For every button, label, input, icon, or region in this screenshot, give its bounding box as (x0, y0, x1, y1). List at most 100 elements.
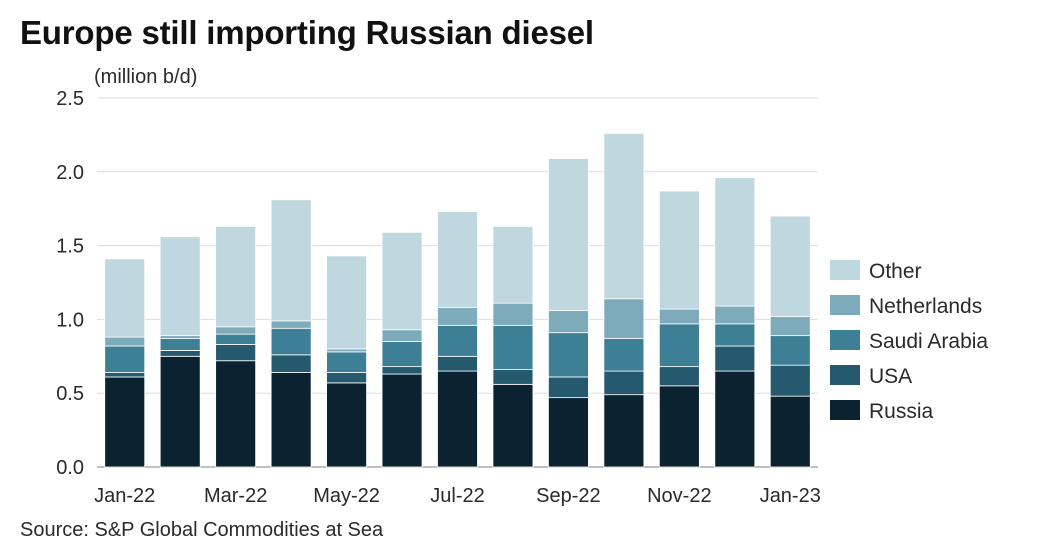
legend-label: Other (869, 260, 922, 283)
x-tick-label: Sep-22 (536, 485, 601, 507)
legend-label: USA (869, 365, 912, 388)
legend-item: USA (830, 365, 912, 388)
bar-segment-netherlands (548, 310, 589, 334)
bar-segment-saudi-arabia (769, 335, 811, 366)
x-tick-label: Nov-22 (647, 485, 711, 507)
bar-segment-other (215, 226, 257, 328)
bar-segment-saudi-arabia (159, 338, 201, 351)
legend-label: Saudi Arabia (869, 330, 988, 353)
bar-segment-russia (769, 395, 811, 468)
bar-segment-other (381, 231, 423, 331)
y-tick-label: 0.0 (56, 457, 84, 479)
bar-segment-other (714, 177, 756, 307)
legend-swatch (830, 330, 860, 350)
bar-segment-netherlands (714, 305, 756, 325)
bar-stack (159, 236, 201, 468)
bar-segment-netherlands (492, 302, 534, 326)
bar-segment-russia (714, 370, 756, 468)
bar-segment-russia (326, 382, 367, 468)
bar-stack (215, 226, 257, 468)
bar-segment-usa (603, 370, 645, 396)
bar-stack (769, 215, 811, 468)
bar-segment-netherlands (381, 329, 423, 342)
bar-segment-saudi-arabia (658, 323, 700, 368)
bar-segment-russia (658, 385, 700, 468)
x-tick-label: Mar-22 (204, 485, 267, 507)
bar-segment-usa (769, 364, 811, 397)
y-tick-label: 1.0 (56, 309, 84, 331)
legend-item: Saudi Arabia (830, 330, 988, 353)
bar-segment-netherlands (658, 308, 700, 325)
bar-segment-other (548, 158, 589, 311)
bar-segment-saudi-arabia (215, 333, 257, 345)
legend-label: Russia (869, 400, 934, 423)
bar-segment-russia (270, 372, 312, 468)
bar-segment-saudi-arabia (437, 324, 478, 357)
bar-segment-russia (215, 360, 257, 468)
bar-segment-netherlands (437, 307, 478, 326)
bar-segment-saudi-arabia (381, 341, 423, 368)
bar-segment-usa (326, 372, 367, 384)
bar-segment-netherlands (104, 336, 146, 347)
legend-item: Russia (830, 400, 934, 423)
bar-segment-other (104, 258, 146, 338)
bar-segment-other (658, 190, 700, 310)
bar-segment-usa (104, 372, 146, 378)
bar-segment-other (769, 215, 811, 317)
bars (104, 133, 811, 468)
bar-segment-russia (492, 383, 534, 468)
x-axis-ticks: Jan-22 Mar-22 May-22 Jul-22 Sep-22 Nov-22 Jan-… (94, 485, 821, 507)
y-axis-ticks: 0.0 0.5 1.0 1.5 2.0 2.5 (56, 88, 84, 479)
bar-segment-saudi-arabia (714, 323, 756, 347)
chart-title: Europe still importing Russian diesel (20, 14, 594, 51)
bar-segment-russia (159, 355, 201, 468)
bar-segment-usa (492, 369, 534, 385)
bar-segment-usa (381, 366, 423, 375)
bar-segment-usa (714, 345, 756, 372)
legend-item: Other (830, 260, 922, 283)
bar-segment-usa (215, 344, 257, 362)
bar-segment-netherlands (603, 298, 645, 339)
x-tick-label: Jul-22 (430, 485, 484, 507)
bar-segment-usa (658, 366, 700, 387)
bar-stack (548, 158, 589, 468)
bar-segment-russia (381, 373, 423, 468)
bar-segment-saudi-arabia (326, 351, 367, 373)
bar-stack (381, 231, 423, 468)
bar-segment-netherlands (326, 348, 367, 353)
bar-segment-usa (437, 355, 478, 372)
bar-segment-saudi-arabia (270, 327, 312, 356)
bar-segment-netherlands (159, 335, 201, 339)
bar-stack (326, 255, 367, 468)
bar-segment-netherlands (215, 326, 257, 335)
y-tick-label: 0.5 (56, 383, 84, 405)
y-axis-unit-label: (million b/d) (94, 66, 198, 88)
x-tick-label: May-22 (313, 485, 380, 507)
legend-label: Netherlands (869, 295, 982, 318)
bar-segment-other (326, 255, 367, 350)
bar-segment-russia (548, 397, 589, 468)
bar-stack (658, 190, 700, 468)
legend-swatch (830, 365, 860, 385)
bar-stack (603, 133, 645, 468)
y-tick-label: 1.5 (56, 236, 84, 258)
bar-segment-saudi-arabia (548, 332, 589, 378)
x-tick-label: Jan-22 (94, 485, 155, 507)
bar-segment-russia (437, 370, 478, 468)
legend-swatch (830, 260, 860, 280)
legend-swatch (830, 400, 860, 420)
bar-stack (492, 226, 534, 468)
bar-segment-netherlands (270, 320, 312, 329)
y-tick-label: 2.0 (56, 162, 84, 184)
bar-segment-saudi-arabia (492, 324, 534, 370)
bar-segment-saudi-arabia (603, 338, 645, 372)
legend-swatch (830, 295, 860, 315)
bar-segment-russia (603, 394, 645, 468)
bar-segment-saudi-arabia (104, 345, 146, 373)
bar-stack (714, 177, 756, 468)
bar-segment-other (437, 211, 478, 308)
bar-segment-other (492, 226, 534, 304)
bar-segment-usa (159, 349, 201, 357)
bar-segment-russia (104, 376, 146, 468)
